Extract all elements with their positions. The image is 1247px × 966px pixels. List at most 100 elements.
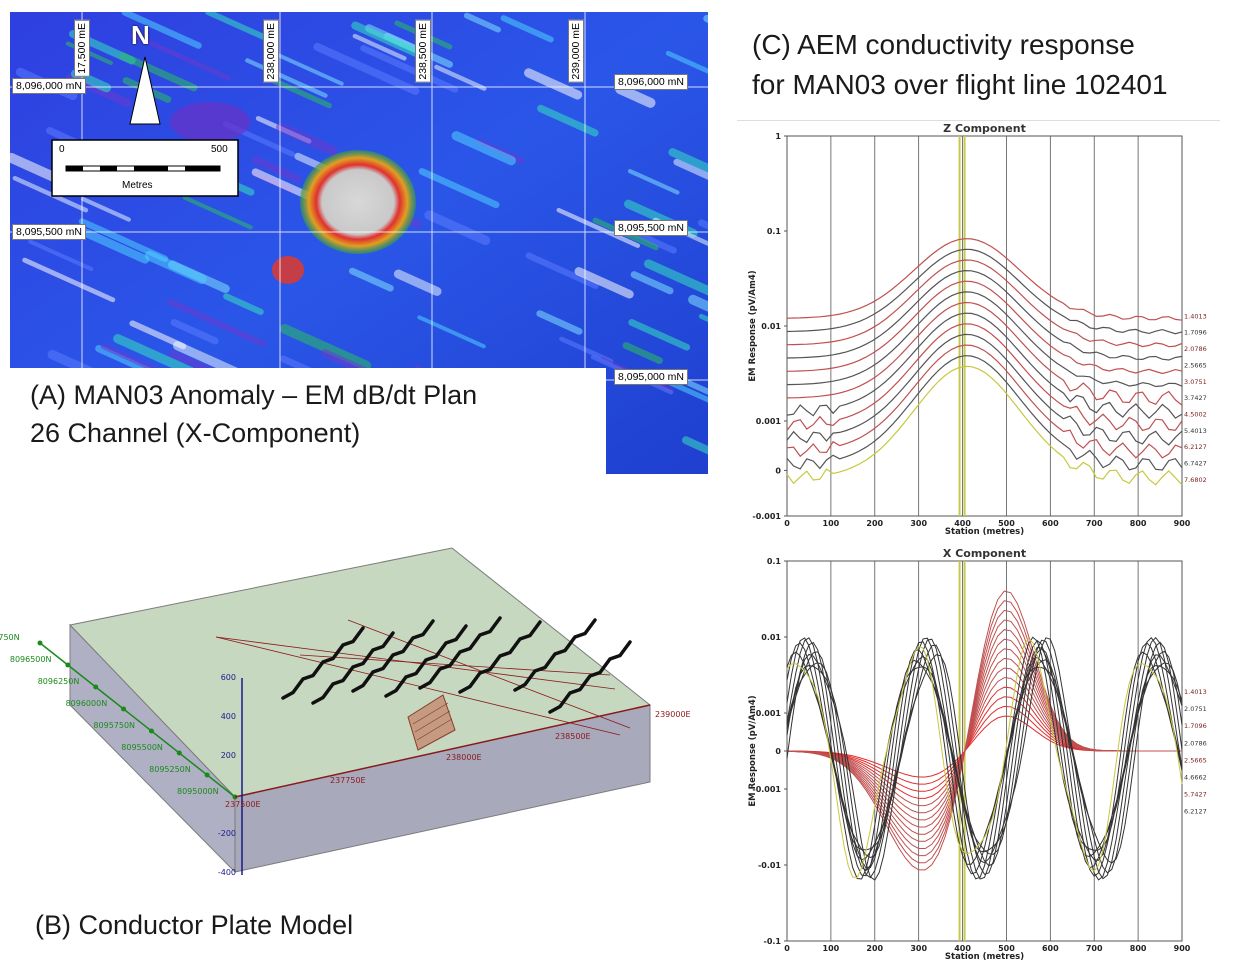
y-tick-label: -0.001 — [752, 512, 781, 521]
em-plan-map: N 0 500 Metres 17,500 mE 238,000 mE 238,… — [10, 12, 708, 474]
x-tick-label: 400 — [954, 519, 971, 528]
z-decay-curve — [786, 248, 1183, 335]
depth-label: -400 — [217, 868, 236, 877]
z-decay-curve — [786, 301, 1183, 406]
title-line: for MAN03 over flight line 102401 — [752, 69, 1168, 100]
easting-label: 17,500 mE — [74, 20, 90, 77]
x-tick-label: 900 — [1174, 944, 1191, 953]
y-tick-label: -0.1 — [764, 937, 782, 946]
x-tick-label: 300 — [910, 519, 927, 528]
easting-label: 238000E — [446, 753, 482, 762]
decay-channel-label: 2.0786 — [1184, 345, 1207, 353]
x-tick-label: 900 — [1174, 519, 1191, 528]
panel-a-caption: (A) MAN03 Anomaly – EM dB/dt Plan 26 Cha… — [10, 368, 606, 474]
scale-unit-label: Metres — [122, 180, 153, 191]
y-tick-label: 0.01 — [761, 322, 781, 331]
decay-channel-label: 4.5002 — [1184, 410, 1207, 418]
survey-line — [281, 626, 365, 700]
title-line: (C) AEM conductivity response — [752, 29, 1135, 60]
z-decay-curve — [786, 312, 1183, 420]
decay-channel-label: 1.7096 — [1184, 722, 1207, 730]
x-tick-label: 600 — [1042, 944, 1059, 953]
y-tick-label: 0.01 — [761, 633, 781, 642]
easting-label: 239,000 mE — [568, 20, 584, 83]
northing-label: 8096250N — [37, 677, 80, 686]
decay-channel-label: 6.7427 — [1184, 459, 1207, 467]
easting-label: 239000E — [655, 710, 691, 719]
plate-model-drawing — [37, 547, 652, 875]
x-tick-label: 200 — [866, 519, 883, 528]
survey-line — [513, 618, 597, 692]
scale-end-label: 500 — [211, 144, 228, 155]
survey-line — [384, 624, 468, 698]
conductor-plate-model: 8096750N 8096500N 8096250N 8096000N 8095750N… — [0, 520, 710, 900]
z-decay-curve — [786, 269, 1183, 361]
decay-channel-label: 3.0751 — [1184, 378, 1207, 386]
y-tick-label: 0 — [775, 747, 781, 756]
x-decay-curve-black — [786, 637, 1183, 881]
northing-label: 8095250N — [149, 765, 191, 774]
x-tick-label: 400 — [954, 944, 971, 953]
x-tick-label: 0 — [784, 944, 790, 953]
z-decay-curve — [786, 280, 1183, 375]
northing-label: 8,096,000 mN — [614, 74, 688, 90]
z-decay-curve — [786, 365, 1183, 486]
z-decay-curve — [786, 291, 1183, 388]
easting-label: 237750E — [330, 776, 366, 785]
y-tick-label: 0.001 — [756, 417, 782, 426]
survey-line — [311, 631, 395, 705]
northing-label: 8095750N — [93, 721, 136, 730]
x-axis-label: Station (metres) — [945, 527, 1024, 537]
x-decay-curve-black — [786, 637, 1183, 881]
northing-label: 8,095,000 mN — [614, 369, 688, 385]
z-decay-curve — [786, 238, 1183, 321]
x-decay-curve-red — [786, 590, 1182, 871]
decay-channel-label: 2.5665 — [1184, 756, 1207, 764]
x-tick-label: 200 — [866, 944, 883, 953]
survey-line — [351, 619, 435, 693]
y-axis-label: EM Response (pV/Am4) — [748, 695, 758, 806]
easting-label: 238,500 mE — [415, 20, 431, 83]
y-tick-label: 1 — [775, 132, 781, 141]
decay-channel-label: 7.6802 — [1184, 476, 1207, 484]
northing-label: 8096500N — [9, 655, 52, 664]
easting-label: 238,000 mE — [263, 20, 279, 83]
decay-channel-label: 6.2127 — [1184, 808, 1207, 816]
aem-charts: Z Component 0 100 200 300 400 500 600 700 800 900 1… — [737, 120, 1220, 962]
decay-channel-label: 2.0786 — [1184, 739, 1207, 747]
survey-line — [458, 620, 542, 694]
northing-label: 8,096,000 mN — [12, 78, 86, 94]
survey-line — [418, 616, 502, 690]
x-tick-label: 700 — [1086, 944, 1103, 953]
decay-channel-label: 5.7427 — [1184, 791, 1207, 799]
x-tick-label: 800 — [1130, 519, 1147, 528]
northing-label: 8096750N — [0, 633, 20, 642]
northing-label: 8095500N — [121, 743, 163, 752]
y-tick-label: 0.001 — [756, 709, 782, 718]
easting-label: 238500E — [555, 732, 591, 741]
y-tick-label: 0 — [775, 466, 781, 475]
x-decay-curve-black — [786, 637, 1183, 880]
x-tick-label: 100 — [823, 519, 840, 528]
scale-start-label: 0 — [59, 144, 65, 155]
panel-c-title: (C) AEM conductivity response for MAN03 … — [752, 25, 1168, 105]
x-tick-label: 0 — [784, 519, 790, 528]
decay-channel-label: 4.6662 — [1184, 774, 1207, 782]
north-label: N — [131, 20, 150, 50]
decay-channel-label: 3.7427 — [1184, 394, 1207, 402]
x-decay-curve-black — [786, 636, 1183, 880]
decay-channel-label: 6.2127 — [1184, 443, 1207, 451]
x-tick-label: 600 — [1042, 519, 1059, 528]
x-tick-label: 500 — [998, 944, 1015, 953]
x-tick-label: 300 — [910, 944, 927, 953]
z-decay-curve — [786, 323, 1183, 432]
x-axis-label: Station (metres) — [945, 952, 1024, 961]
depth-label: 600 — [220, 673, 236, 682]
x-tick-label: 800 — [1130, 944, 1147, 953]
x-tick-label: 100 — [823, 944, 840, 953]
chart-title: X Component — [943, 547, 1026, 560]
z-decay-curve — [786, 344, 1183, 459]
decay-channel-label: 1.4013 — [1184, 688, 1207, 696]
y-tick-label: 0.1 — [767, 557, 782, 566]
